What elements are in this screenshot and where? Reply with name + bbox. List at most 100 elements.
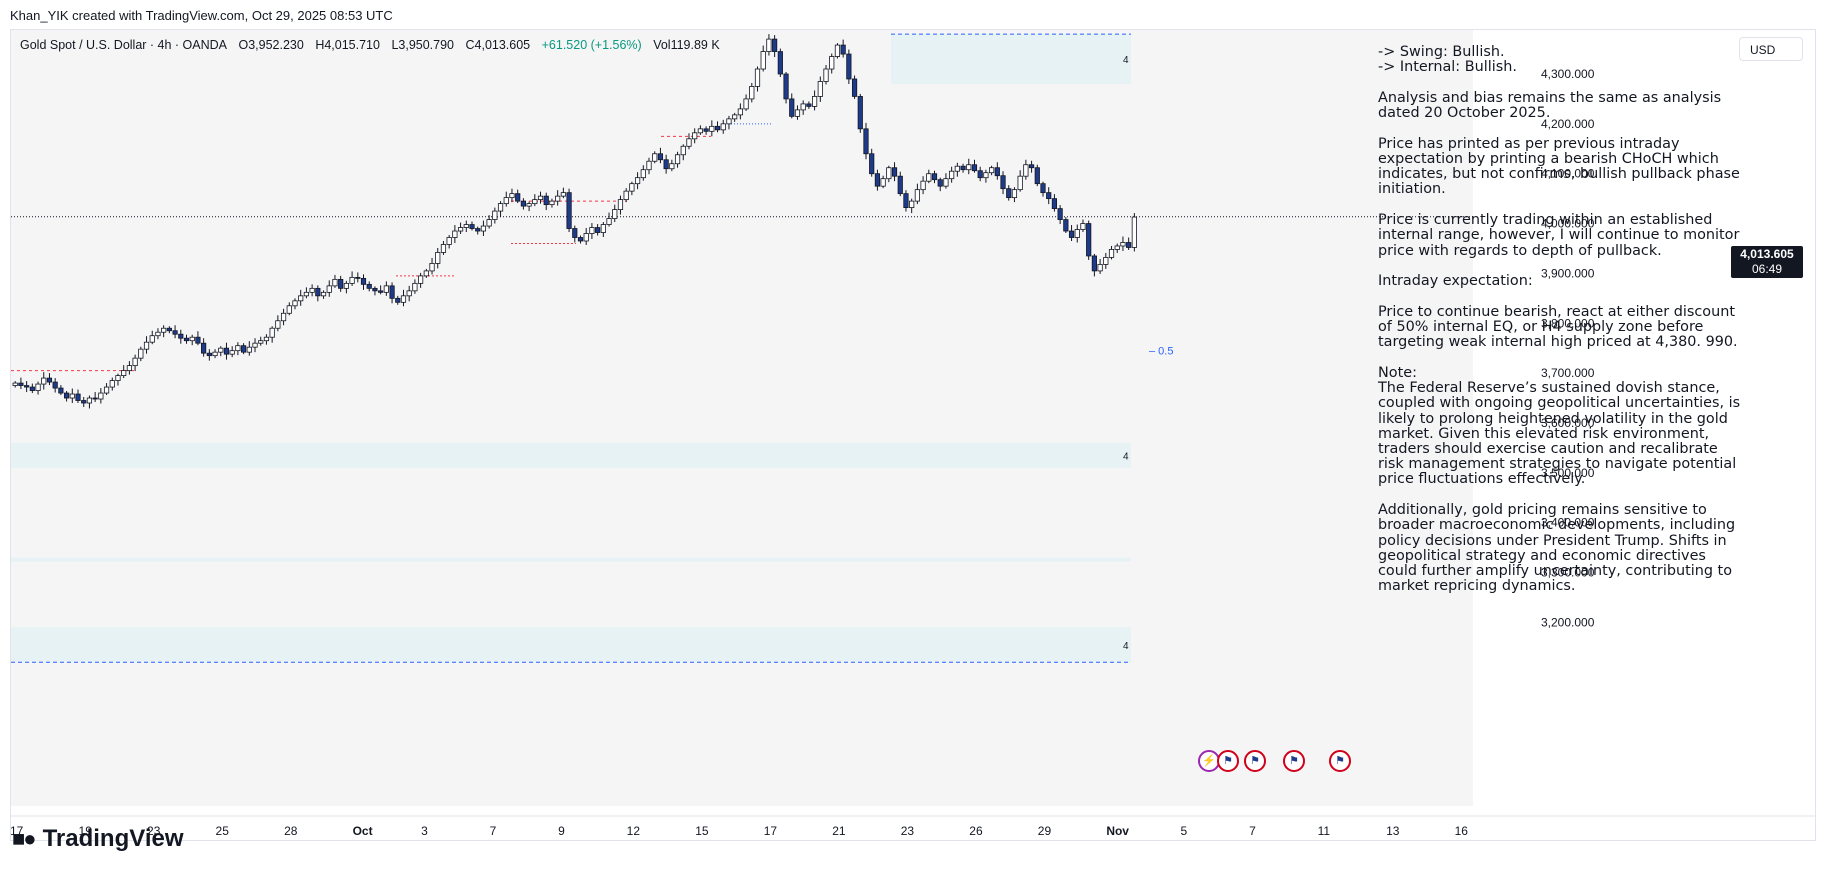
candle-body — [161, 327, 167, 333]
candle-body — [703, 128, 709, 132]
candle-body — [149, 335, 155, 343]
time-tick-label: 19 — [79, 824, 93, 838]
candle-body — [543, 195, 549, 206]
candle-body — [897, 175, 903, 195]
candle-body — [383, 285, 389, 293]
note-paragraph-6: The Federal Reserve’s sustained dovish s… — [1378, 380, 1741, 488]
candle-body — [1068, 230, 1075, 238]
candle-body — [823, 68, 829, 82]
candle-body — [480, 225, 487, 232]
candle-body — [754, 68, 761, 87]
candle-body — [783, 73, 789, 100]
candle-body — [954, 165, 960, 172]
candle-body — [686, 138, 692, 147]
candle-body — [223, 347, 230, 355]
price-chart[interactable]: 4 4 4 – 0.5 4,300.000 4,200.000 4,100.000 4,0… — [11, 30, 1816, 841]
time-tick-label: 16 — [1455, 824, 1469, 838]
candle-body — [1023, 164, 1029, 177]
candle-body — [966, 164, 972, 171]
candle-body — [555, 195, 561, 202]
candle-body — [446, 237, 452, 245]
candle-body — [126, 365, 132, 372]
bar-countdown: 06:49 — [1751, 262, 1783, 276]
ohlc-low: L3,950.790 — [391, 38, 455, 52]
candle-body — [212, 351, 218, 357]
candle-body — [35, 383, 41, 391]
last-price-tag: 4,013.605 06:49 — [1731, 246, 1803, 278]
zone-label: 4 — [1123, 55, 1129, 66]
candle-body — [623, 190, 629, 201]
candle-body — [812, 96, 818, 107]
price-tick-label: 3,600.000 — [1541, 416, 1595, 430]
candle-body — [303, 291, 310, 297]
candle-body — [1080, 223, 1086, 230]
zone-box — [11, 627, 1131, 663]
note-paragraph-5: Price to continue bearish, react at eith… — [1378, 303, 1738, 351]
candle-body — [834, 44, 841, 57]
candle-body — [617, 199, 624, 210]
candle-body — [612, 209, 618, 219]
candle-body — [1028, 164, 1035, 169]
candle-body — [697, 128, 704, 134]
candle-body — [469, 224, 475, 229]
us-flag-event-icon[interactable]: ⚑ — [1217, 750, 1239, 772]
us-flag-event-icon[interactable]: ⚑ — [1244, 750, 1266, 772]
candle-body — [258, 340, 264, 344]
candle-body — [663, 159, 669, 170]
note-paragraph-4: Intraday expectation: — [1378, 273, 1533, 290]
candle-body — [298, 295, 304, 302]
candle-body — [109, 380, 115, 388]
chart-area[interactable]: 4 4 4 – 0.5 4,300.000 4,200.000 4,100.000 4,0… — [10, 29, 1816, 841]
symbol-name[interactable]: Gold Spot / U.S. Dollar · 4h · OANDA — [20, 38, 228, 52]
note-paragraph-1: Analysis and bias remains the same as an… — [1378, 89, 1722, 122]
currency-button[interactable]: USD — [1739, 37, 1803, 61]
candle-body — [515, 193, 521, 202]
candle-body — [115, 375, 121, 381]
candle-body — [1063, 219, 1069, 232]
price-tick-label: 4,300.000 — [1541, 67, 1595, 81]
candle-body — [846, 53, 852, 80]
candle-body — [606, 218, 612, 225]
candle-body — [600, 224, 606, 233]
time-tick-label: 23 — [147, 824, 161, 838]
plot-background — [11, 30, 1473, 806]
candle-body — [949, 170, 955, 180]
candle-body — [806, 103, 812, 107]
price-tick-label: 4,100.000 — [1541, 167, 1595, 181]
candle-body — [857, 96, 863, 130]
candle-body — [589, 227, 595, 234]
candle-body — [121, 370, 127, 376]
candle-body — [829, 56, 835, 70]
candle-body — [886, 167, 892, 180]
candle-body — [931, 173, 938, 181]
time-tick-label: 7 — [490, 824, 497, 838]
us-flag-event-icon[interactable]: ⚑ — [1283, 750, 1305, 772]
candle-body — [132, 357, 138, 367]
candle-body — [269, 327, 275, 338]
candle-body — [777, 51, 783, 75]
candle-body — [315, 287, 321, 297]
candle-body — [749, 86, 755, 100]
price-axis: 4,300.000 4,200.000 4,100.000 4,000.000 3,90… — [1541, 67, 1595, 629]
candle-body — [286, 305, 292, 314]
candle-body — [166, 327, 172, 332]
note-paragraph-3: Price is currently trading within an est… — [1378, 212, 1740, 259]
candle-body — [863, 128, 869, 155]
candle-body — [794, 109, 801, 117]
us-flag-event-icon[interactable]: ⚑ — [1329, 750, 1351, 772]
candle-body — [486, 219, 492, 227]
candle-body — [292, 300, 298, 307]
candle-body — [743, 98, 749, 110]
candle-body — [646, 160, 652, 171]
candle-body — [1046, 192, 1052, 200]
candle-body — [172, 330, 178, 335]
candle-body — [92, 397, 98, 400]
candle-body — [309, 287, 315, 293]
tradingview-logo[interactable]: ■● TradingView — [12, 825, 184, 853]
time-tick-label: 15 — [695, 824, 709, 838]
candle-body — [360, 277, 367, 285]
candle-body — [577, 237, 584, 242]
price-tick-label: 3,300.000 — [1541, 566, 1595, 580]
candle-body — [75, 393, 81, 401]
candle-body — [909, 200, 915, 208]
